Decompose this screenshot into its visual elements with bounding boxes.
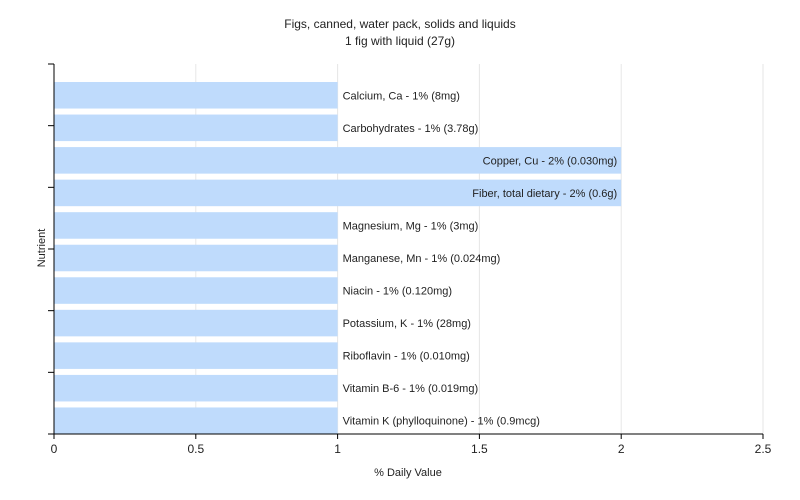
x-tick-label: 2.5 [755,442,772,456]
x-tick-label: 2 [618,442,625,456]
bar-label: Calcium, Ca - 1% (8mg) [343,90,460,102]
bar [54,212,338,239]
y-axis-label: Nutrient [36,229,48,268]
axes: 0 0.5 1 1.5 2 2.5 [48,63,772,456]
bar [54,407,338,434]
bar [54,244,338,272]
x-tick-label: 0 [51,442,58,456]
chart-subtitle: 1 fig with liquid (27g) [345,34,455,48]
bar [54,342,338,369]
bar [54,374,338,402]
x-tick-label: 0.5 [187,442,204,456]
bar-label: Carbohydrates - 1% (3.78g) [343,123,479,135]
bar-label: Riboflavin - 1% (0.010mg) [343,351,470,363]
x-axis-label: % Daily Value [374,467,442,479]
bar [54,114,338,142]
bar-label: Fiber, total dietary - 2% (0.6g) [472,188,617,200]
x-tick-label: 1.5 [471,442,488,456]
bar [54,179,622,207]
bar-label: Vitamin K (phylloquinone) - 1% (0.9mcg) [343,416,540,428]
bar-label: Potassium, K - 1% (28mg) [343,318,471,330]
bar [54,82,338,109]
bars: Calcium, Ca - 1% (8mg) Carbohydrates - 1%… [54,82,622,434]
bar [54,277,338,304]
bar-label: Vitamin B-6 - 1% (0.019mg) [343,383,479,395]
bar [54,309,338,337]
bar-label: Copper, Cu - 2% (0.030mg) [483,155,618,167]
bar-label: Magnesium, Mg - 1% (3mg) [343,220,479,232]
bar [54,147,622,174]
chart-title: Figs, canned, water pack, solids and liq… [284,17,515,31]
bar-label: Manganese, Mn - 1% (0.024mg) [343,253,501,265]
bar-label: Niacin - 1% (0.120mg) [343,286,452,298]
x-tick-label: 1 [334,442,341,456]
